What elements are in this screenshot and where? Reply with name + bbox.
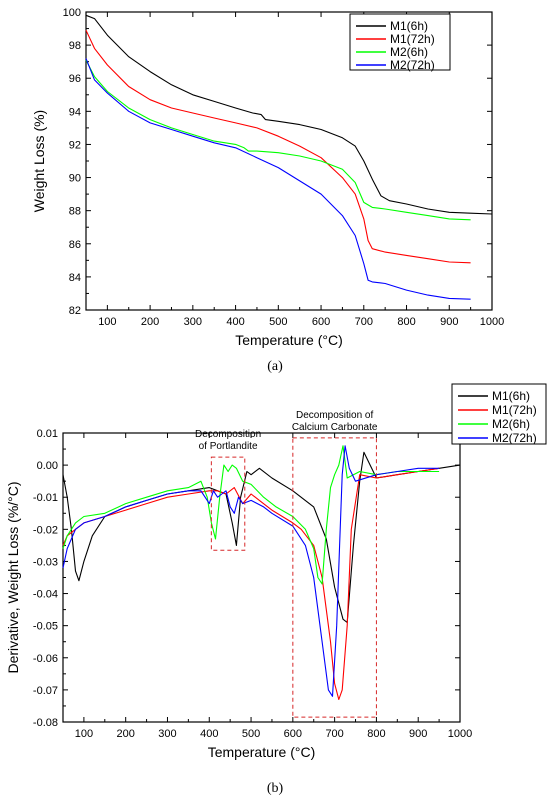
y-tick-label: -0.08 [33,717,58,729]
series-group-b [62,445,461,701]
y-tick-label: 82 [69,305,81,317]
y-tick-label: 100 [63,7,81,19]
y-tick-label: 94 [69,106,81,118]
y-tick-label: 86 [69,239,81,251]
x-tick-label: 600 [312,316,330,328]
y-tick-label: -0.03 [33,556,58,568]
y-tick-label: -0.02 [33,524,58,536]
y-tick-label: 96 [69,73,81,85]
y-tick-label: -0.01 [33,492,58,504]
x-tick-label: 800 [397,316,415,328]
series-line-m2-72h [85,58,471,300]
x-axis-title-b: Temperature (°C) [208,744,316,760]
y-tick-label: 0.00 [37,460,58,472]
axes-b: 100 200 300 400 500 600 700 800 900 1000 -0.08 -0.0… [33,428,472,740]
axes-a: 100 200 300 400 500 600 700 800 900 1000 82 84 86 88 9… [63,7,505,328]
legend-a: M1(6h)M1(72h)M2(6h)M2(72h) [349,13,451,72]
y-axis-title-a: Weight Loss (%) [31,110,47,212]
legend-label: M2(6h) [390,45,428,59]
annotation-label: Decomposition [195,429,261,440]
annotation-label: Calcium Carbonate [292,422,378,433]
y-tick-label: 98 [69,40,81,52]
y-tick-label: -0.04 [33,589,58,601]
x-tick-label: 300 [158,728,176,740]
x-tick-label: 500 [269,316,287,328]
x-tick-label: 400 [226,316,244,328]
legend-label: M2(6h) [492,417,530,431]
series-line-m1-6h [85,14,493,215]
x-tick-label: 900 [440,316,458,328]
x-tick-label: 600 [284,728,302,740]
legend-label: M1(6h) [390,19,428,33]
series-line-m2-6h [85,59,471,221]
annotation-box [210,456,246,551]
series-line-m1-6h [62,451,461,624]
x-tick-label: 800 [367,728,385,740]
series-line-m1-72h [85,29,471,264]
y-tick-label: -0.07 [33,685,58,697]
legend-b: M1(6h)M1(72h)M2(6h)M2(72h) [451,383,547,445]
x-tick-label: 900 [409,728,427,740]
x-tick-label: 200 [141,316,159,328]
series-line-m2-6h [62,445,440,585]
annotation-label: of Portlandite [199,441,258,452]
x-tick-label: 500 [242,728,260,740]
weight-loss-chart: 100 200 300 400 500 600 700 800 900 1000 82 84 86 88 9… [31,7,505,374]
legend-label: M2(72h) [390,58,435,72]
caption-a: (a) [267,359,283,374]
y-tick-label: 90 [69,173,81,185]
legend-label: M1(72h) [390,32,435,46]
annotation-label: Decomposition of [296,410,373,421]
y-tick-label: 84 [69,272,81,284]
y-tick-label: 92 [69,139,81,151]
legend-box [349,13,451,71]
legend-label: M1(72h) [492,403,537,417]
legend-label: M2(72h) [492,431,537,445]
x-tick-label: 300 [184,316,202,328]
x-tick-label: 1000 [448,728,472,740]
series-group-a [85,14,493,300]
legend-label: M1(6h) [492,389,530,403]
y-tick-label: -0.05 [33,621,58,633]
derivative-weight-loss-chart: 100 200 300 400 500 600 700 800 900 1000 -0.08 -0.0… [5,383,547,796]
x-tick-label: 700 [325,728,343,740]
x-tick-label: 100 [75,728,93,740]
x-axis-title-a: Temperature (°C) [235,332,343,348]
y-tick-label: 88 [69,206,81,218]
x-tick-label: 100 [98,316,116,328]
caption-b: (b) [267,781,284,796]
annotation-box [292,437,377,718]
y-axis-title-b: Derivative, Weight Loss (%/°C) [5,481,21,673]
plot-frame [62,432,461,723]
x-tick-label: 200 [117,728,135,740]
x-tick-label: 400 [200,728,218,740]
legend-box [451,383,547,445]
series-line-m1-72h [62,467,440,701]
x-tick-label: 700 [355,316,373,328]
x-tick-label: 1000 [480,316,504,328]
series-line-m2-72h [62,445,440,697]
y-tick-label: -0.06 [33,653,58,665]
y-tick-label: 0.01 [37,428,58,440]
